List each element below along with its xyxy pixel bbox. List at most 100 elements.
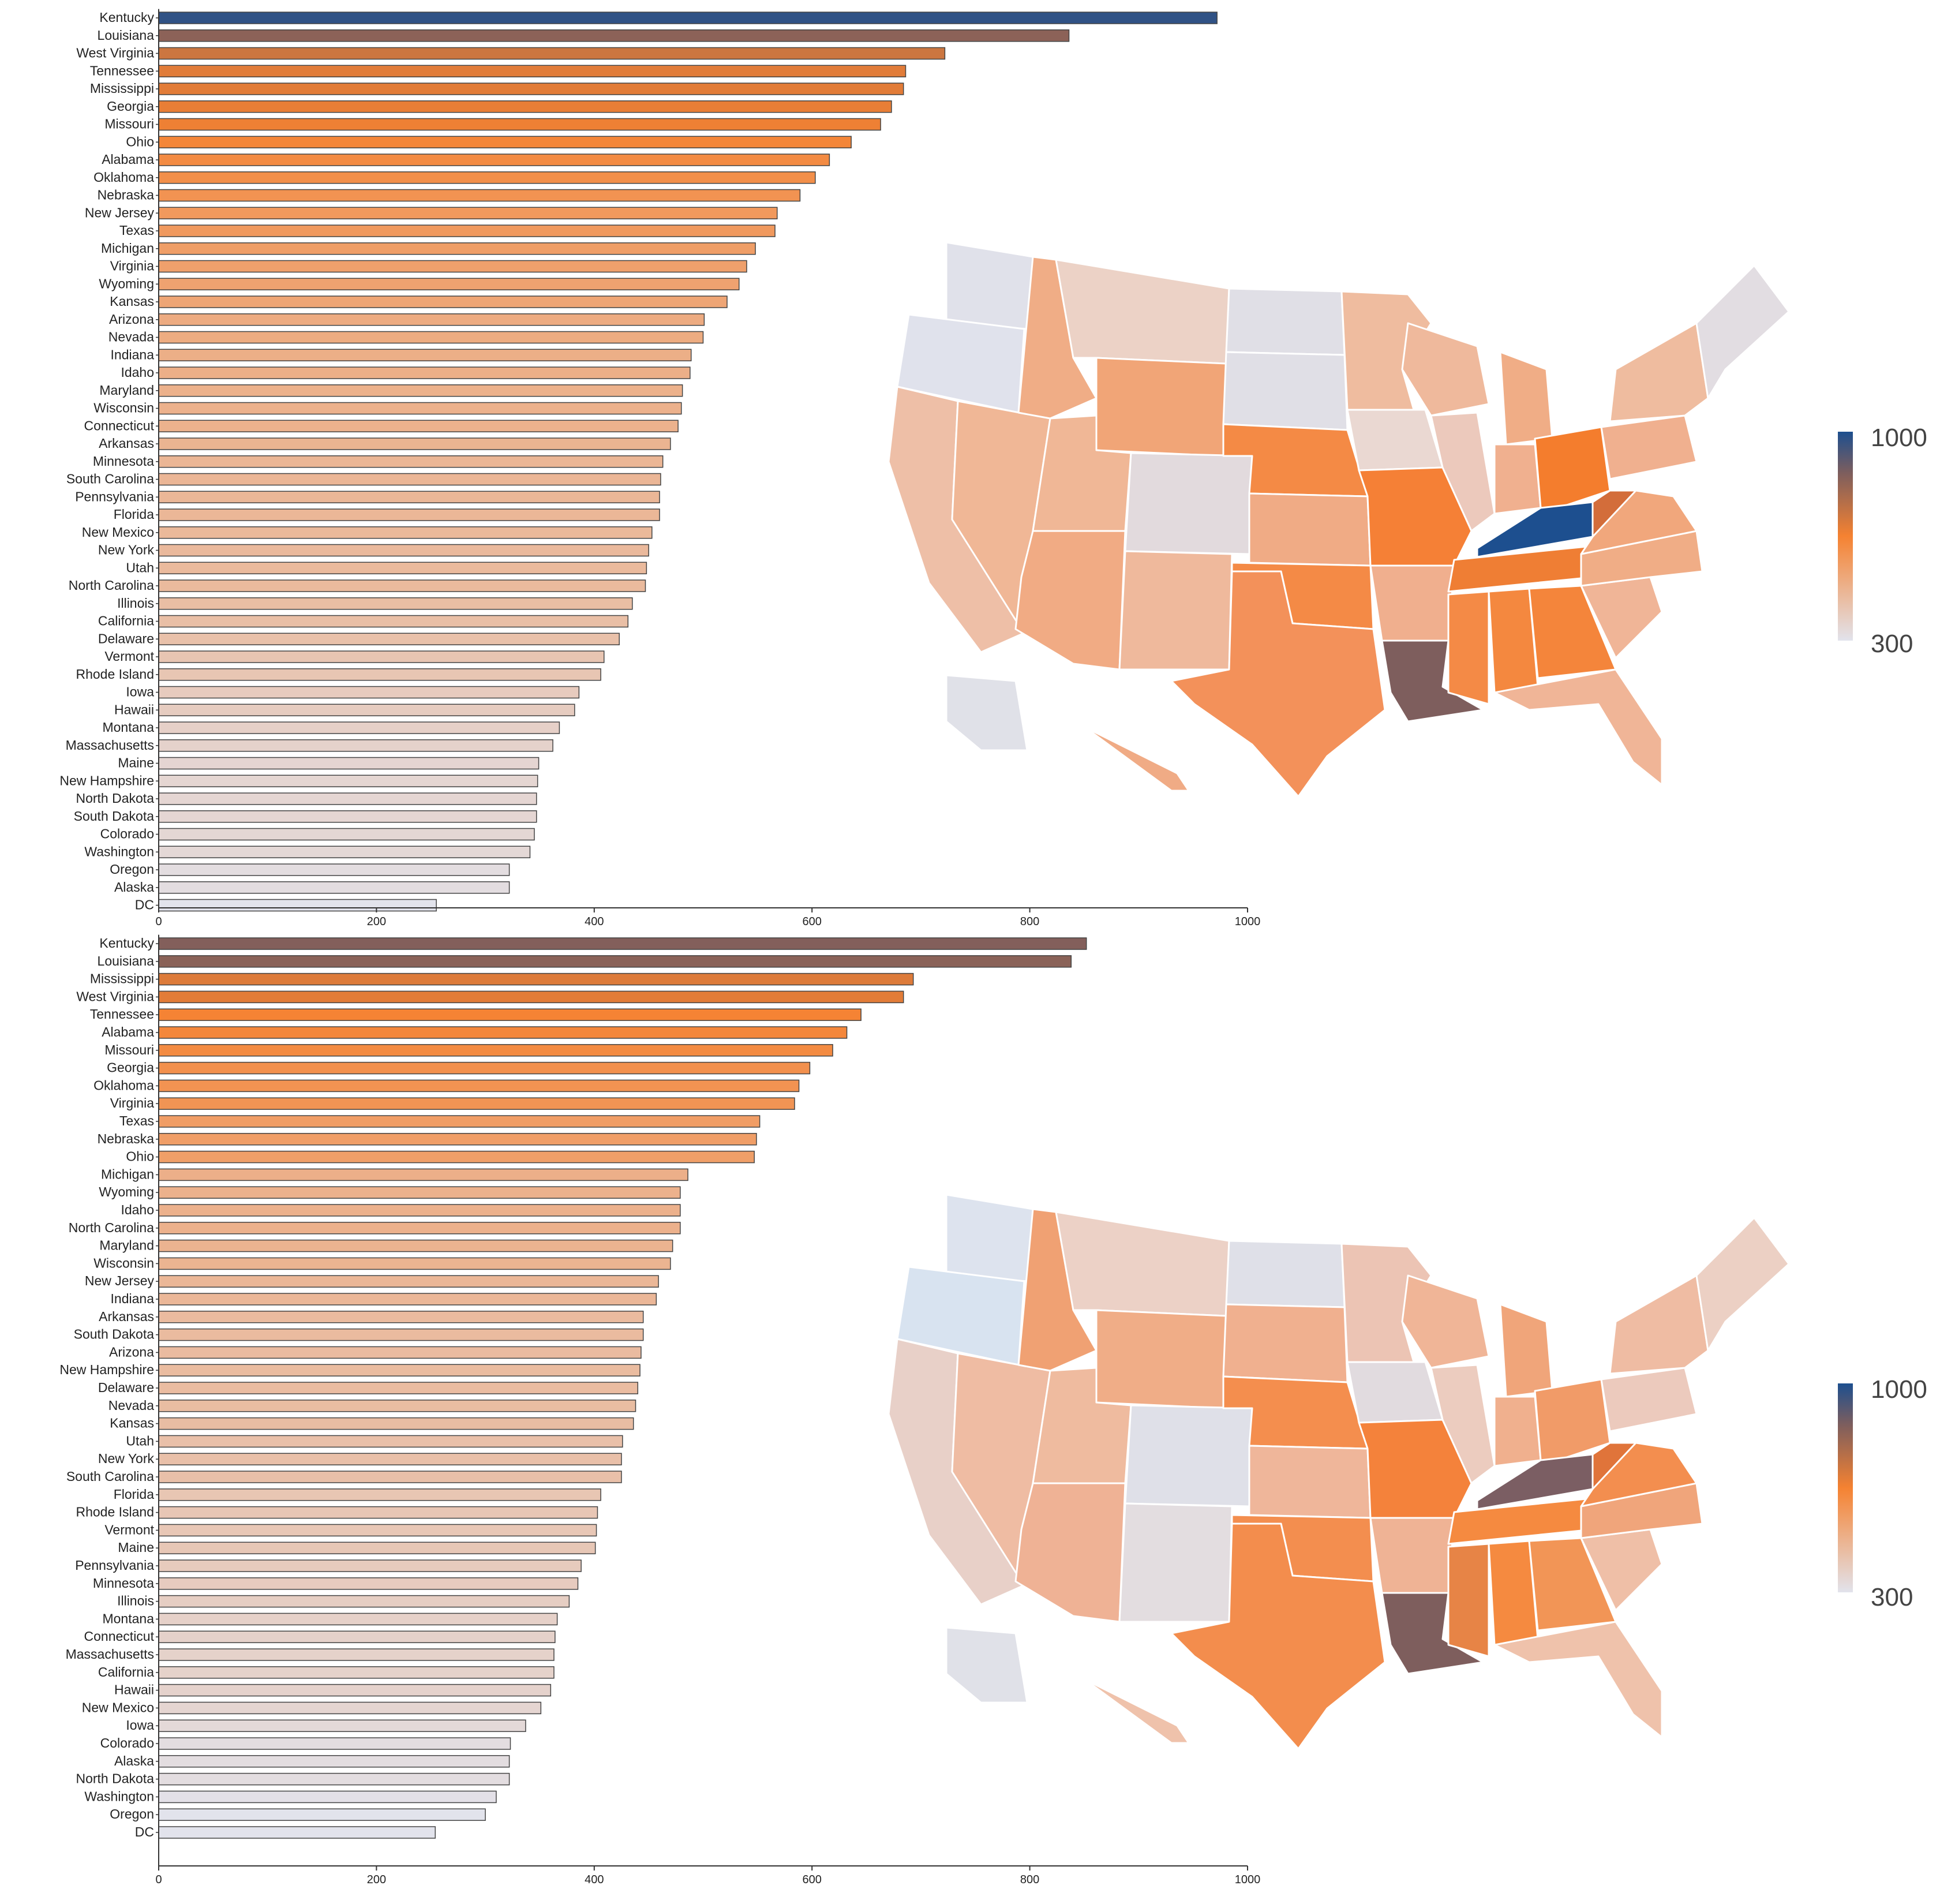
category-label: Alabama	[102, 152, 154, 167]
bar-connecticut	[158, 420, 679, 432]
map-state-virginia	[1580, 1442, 1698, 1508]
category-label: Washington	[84, 844, 154, 859]
category-label: Utah	[126, 560, 154, 575]
bar-washington	[158, 846, 531, 858]
bar-north-carolina	[158, 579, 646, 592]
bar-indiana	[158, 1293, 657, 1306]
map-state-arizona	[1014, 530, 1126, 671]
category-label: Massachusetts	[66, 738, 154, 753]
category-label: Arizona	[109, 312, 154, 327]
map-state-michigan	[1499, 351, 1553, 446]
map-state-kansas	[1248, 1445, 1372, 1519]
map-state-kansas	[1248, 492, 1372, 567]
bar-alabama	[158, 1026, 848, 1039]
map-state-florida	[1493, 1621, 1663, 1738]
bar-kentucky	[158, 937, 1087, 950]
bar-virginia	[158, 260, 747, 273]
bar-mississippi	[158, 83, 904, 95]
bar-indiana	[158, 349, 692, 361]
bar-colorado	[158, 828, 535, 841]
category-label: Iowa	[126, 684, 154, 699]
x-tick-label: 800	[1020, 915, 1039, 928]
category-label: Utah	[126, 1433, 154, 1448]
category-label: Ohio	[126, 1149, 154, 1164]
map-state-north-dakota	[1225, 1240, 1346, 1308]
category-label: Oregon	[110, 1806, 154, 1821]
category-label: West Virginia	[76, 46, 154, 61]
bar-new-hampshire	[158, 1364, 641, 1376]
map-state-hawaii	[1084, 1678, 1190, 1744]
map-state-new-mexico	[1118, 1502, 1233, 1623]
category-label: Alaska	[114, 880, 154, 895]
bar-utah	[158, 1435, 623, 1448]
x-tick-label: 400	[585, 1873, 604, 1886]
bar-massachusetts	[158, 1648, 555, 1661]
category-label: Tennessee	[90, 1007, 154, 1022]
category-label: Georgia	[107, 99, 154, 114]
top-legend-gradient-bar	[1838, 432, 1853, 641]
category-label: Delaware	[98, 1380, 154, 1395]
category-label: Washington	[84, 1789, 154, 1804]
bar-north-dakota	[158, 792, 537, 805]
category-label: Michigan	[101, 1166, 154, 1181]
bar-dc	[158, 899, 437, 912]
bar-maine	[158, 757, 540, 770]
bar-texas	[158, 1115, 761, 1128]
category-label: Arkansas	[99, 1309, 154, 1324]
bar-arkansas	[158, 1311, 644, 1323]
category-label: Oregon	[110, 862, 154, 877]
bar-nebraska	[158, 1133, 757, 1146]
category-label: New York	[98, 543, 155, 558]
bottom-legend-min-label: 300	[1871, 1583, 1913, 1611]
bar-arkansas	[158, 437, 671, 450]
category-label: Arkansas	[99, 436, 154, 451]
map-state-wyoming	[1095, 1309, 1227, 1409]
bar-new-mexico	[158, 1701, 542, 1715]
category-label: Ohio	[126, 134, 154, 149]
category-label: Vermont	[104, 1522, 154, 1537]
category-label: Kansas	[110, 294, 154, 309]
bar-michigan	[158, 1168, 688, 1181]
bar-massachusetts	[158, 739, 553, 752]
category-label: Kansas	[110, 1416, 154, 1431]
map-state-new-england	[1695, 264, 1790, 399]
bar-dc	[158, 1826, 436, 1839]
bar-hawaii	[158, 704, 575, 716]
map-state-wisconsin	[1401, 322, 1490, 417]
map-state-texas	[1170, 570, 1386, 798]
bar-tennessee	[158, 65, 907, 77]
x-tick-label: 1000	[1235, 1873, 1261, 1886]
bar-connecticut	[158, 1630, 556, 1643]
category-label: Vermont	[104, 649, 154, 664]
bottom-us-choropleth-map	[887, 1194, 1790, 1750]
bar-new-jersey	[158, 207, 778, 219]
x-tick-label: 800	[1020, 1873, 1039, 1886]
category-label: Kentucky	[99, 936, 154, 951]
category-label: Delaware	[98, 631, 154, 646]
category-label: Mississippi	[90, 81, 154, 96]
map-state-michigan	[1499, 1303, 1553, 1398]
map-state-arkansas	[1369, 564, 1455, 642]
bar-vermont	[158, 1524, 597, 1537]
bar-maine	[158, 1542, 596, 1554]
map-state-illinois	[1430, 1364, 1496, 1484]
bar-arizona	[158, 1346, 642, 1359]
bar-florida	[158, 508, 660, 521]
x-tick-label: 0	[155, 915, 162, 928]
category-label: Louisiana	[98, 953, 155, 968]
map-state-montana	[1055, 1211, 1230, 1317]
bar-rhode-island	[158, 1506, 598, 1519]
bar-louisiana	[158, 29, 1070, 42]
map-state-south-dakota	[1222, 351, 1349, 431]
category-label: West Virginia	[76, 989, 154, 1004]
map-state-pennsylvania	[1600, 414, 1698, 480]
category-label: Missouri	[104, 117, 154, 132]
top-us-choropleth-map	[887, 241, 1790, 798]
bar-delaware	[158, 633, 620, 645]
category-label: New Jersey	[85, 205, 155, 220]
bar-wyoming	[158, 278, 740, 290]
map-state-mississippi	[1447, 1543, 1490, 1658]
category-label: Nevada	[108, 330, 154, 345]
category-label: Rhode Island	[76, 1505, 154, 1520]
category-label: Wisconsin	[93, 1255, 154, 1270]
